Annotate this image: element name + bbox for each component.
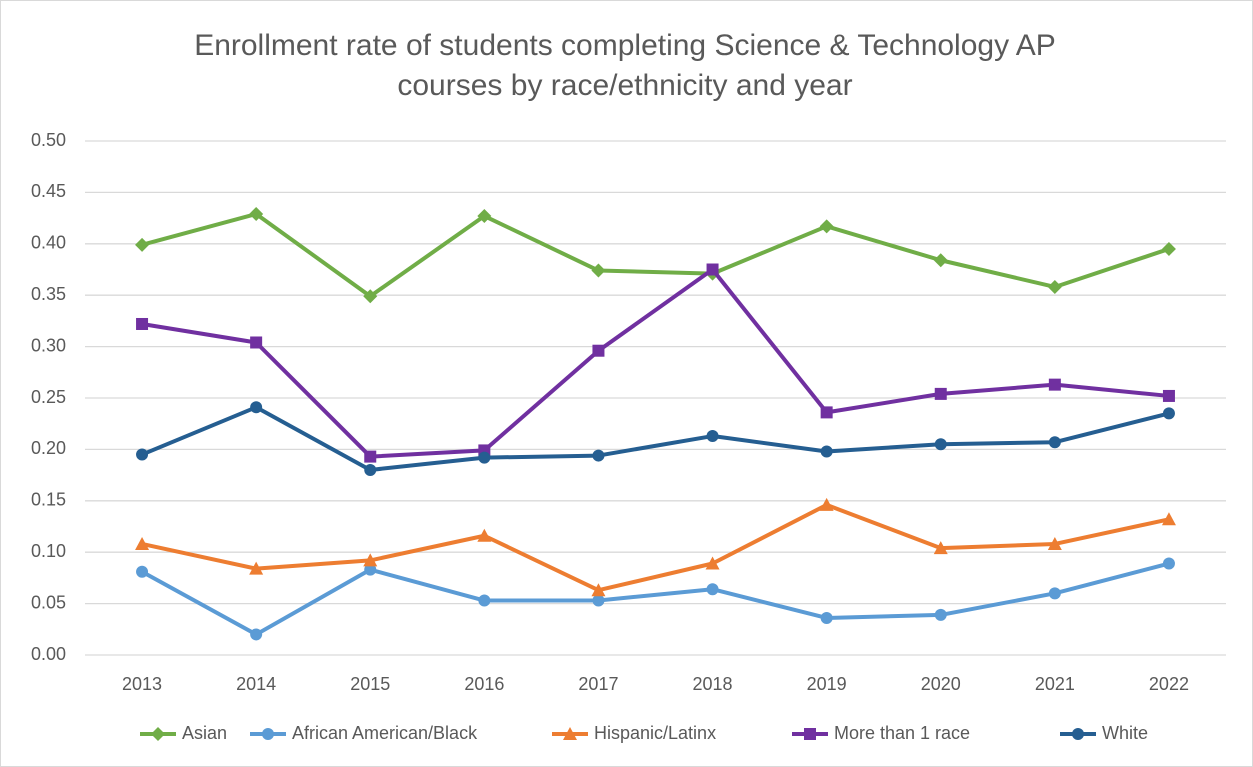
chart-title: Enrollment rate of students completing S… [194, 29, 1056, 102]
data-point [592, 594, 605, 607]
x-tick-label: 2013 [122, 674, 162, 694]
legend-label: Hispanic/Latinx [594, 723, 716, 743]
y-tick-label: 0.05 [31, 592, 66, 612]
series-line [141, 267, 1170, 459]
legend-marker [1072, 728, 1084, 740]
data-point [135, 536, 150, 550]
data-point [1161, 512, 1176, 526]
y-tick-label: 0.25 [31, 387, 66, 407]
legend-label: Asian [182, 723, 227, 743]
x-tick-label: 2016 [464, 674, 504, 694]
legend-label: White [1102, 723, 1148, 743]
legend-marker [151, 727, 165, 741]
data-point [477, 209, 492, 224]
data-point [706, 263, 719, 276]
data-point [363, 553, 378, 567]
series-line [141, 561, 1170, 637]
data-point [591, 583, 606, 597]
data-point [136, 317, 149, 330]
data-point [934, 387, 947, 400]
series-line [141, 211, 1170, 299]
x-tick-label: 2019 [807, 674, 847, 694]
x-tick-label: 2017 [578, 674, 618, 694]
data-point [1048, 378, 1061, 391]
data-point [819, 219, 834, 234]
y-tick-label: 0.50 [31, 130, 66, 150]
y-tick-label: 0.00 [31, 644, 66, 664]
legend-label: African American/Black [292, 723, 478, 743]
data-point [820, 406, 833, 419]
series-line [141, 502, 1170, 593]
data-point [478, 451, 491, 464]
y-tick-label: 0.30 [31, 335, 66, 355]
x-tick-label: 2022 [1149, 674, 1189, 694]
data-point [1048, 587, 1061, 600]
data-point [250, 336, 263, 349]
x-tick-label: 2020 [921, 674, 961, 694]
data-point [819, 497, 834, 511]
data-point [1047, 536, 1062, 550]
data-point [820, 445, 833, 458]
data-point [249, 206, 264, 221]
y-tick-label: 0.10 [31, 541, 66, 561]
data-point [820, 611, 833, 624]
legend-label: More than 1 race [834, 723, 970, 743]
data-point [934, 438, 947, 451]
data-point [705, 556, 720, 570]
data-point [136, 448, 149, 461]
data-point [364, 450, 377, 463]
data-point [136, 565, 149, 578]
x-tick-label: 2021 [1035, 674, 1075, 694]
data-point [592, 449, 605, 462]
data-point [1162, 407, 1175, 420]
data-point [1161, 241, 1176, 256]
data-point [706, 583, 719, 596]
y-tick-label: 0.35 [31, 284, 66, 304]
y-tick-label: 0.45 [31, 181, 66, 201]
data-point [592, 344, 605, 357]
y-tick-label: 0.20 [31, 438, 66, 458]
data-point [933, 541, 948, 555]
legend-marker [563, 727, 577, 740]
y-tick-label: 0.40 [31, 233, 66, 253]
legend-marker [804, 728, 816, 740]
data-point [706, 430, 719, 443]
data-point [933, 253, 948, 268]
series-line [141, 405, 1170, 472]
data-point [934, 608, 947, 621]
data-point [1048, 436, 1061, 449]
data-point [591, 263, 606, 278]
data-point [250, 628, 263, 641]
data-point [135, 237, 150, 252]
legend-marker [262, 728, 274, 740]
data-point [1047, 279, 1062, 294]
data-point [1162, 557, 1175, 570]
data-point [364, 463, 377, 476]
data-point [477, 528, 492, 542]
data-point [250, 401, 263, 414]
data-point [364, 563, 377, 576]
y-tick-label: 0.15 [31, 490, 66, 510]
data-point [1162, 389, 1175, 402]
x-tick-label: 2015 [350, 674, 390, 694]
data-point [363, 289, 378, 304]
data-point [249, 561, 264, 575]
x-tick-label: 2014 [236, 674, 276, 694]
x-tick-label: 2018 [693, 674, 733, 694]
data-point [478, 594, 491, 607]
